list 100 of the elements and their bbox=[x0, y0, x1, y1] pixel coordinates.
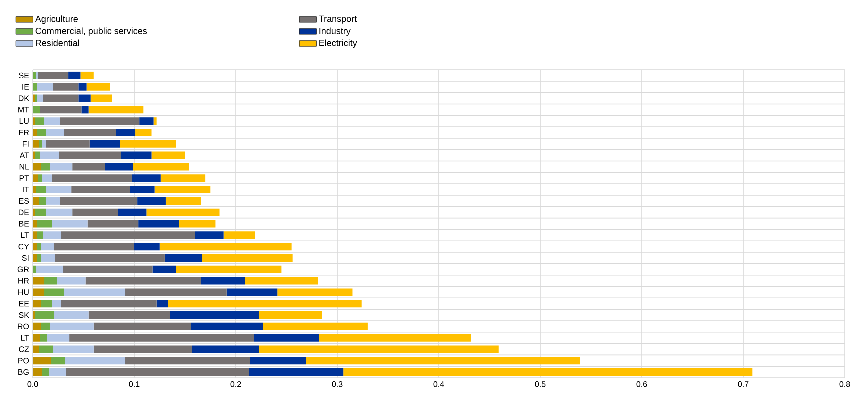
bar bbox=[63, 266, 153, 274]
y-tick-label: BG bbox=[18, 369, 29, 376]
bar bbox=[61, 300, 157, 308]
bar bbox=[41, 254, 56, 262]
bar bbox=[54, 243, 135, 251]
bar bbox=[33, 106, 40, 114]
y-tick-label: LT bbox=[21, 335, 30, 341]
bar bbox=[88, 312, 170, 320]
bar bbox=[160, 243, 292, 251]
y-tick-label: DK bbox=[19, 96, 30, 102]
bar bbox=[49, 368, 66, 376]
bar bbox=[249, 368, 344, 376]
bar bbox=[33, 322, 42, 330]
y-tick-label: LU bbox=[20, 118, 29, 124]
bar bbox=[39, 140, 42, 148]
bar bbox=[164, 254, 203, 262]
bar bbox=[64, 288, 126, 296]
bar bbox=[134, 243, 160, 251]
bar bbox=[86, 277, 202, 285]
bar bbox=[82, 106, 89, 114]
bar bbox=[168, 300, 362, 308]
x-tick-label: 0.8 bbox=[840, 382, 850, 388]
bar bbox=[90, 94, 112, 102]
bar bbox=[72, 163, 106, 171]
y-tick-label: NL bbox=[20, 164, 30, 170]
bar bbox=[191, 322, 264, 330]
bar bbox=[46, 140, 90, 148]
y-tick-label: FR bbox=[19, 130, 30, 136]
x-tick-label: 0.2 bbox=[230, 382, 242, 388]
bar bbox=[259, 346, 499, 354]
bar bbox=[37, 232, 44, 240]
y-tick-label: GR bbox=[18, 266, 30, 272]
y-tick-label: SK bbox=[19, 312, 30, 318]
x-tick-label: 0.5 bbox=[535, 382, 546, 388]
bar bbox=[41, 322, 50, 330]
bar bbox=[60, 197, 138, 205]
bar bbox=[51, 357, 66, 365]
bar bbox=[37, 243, 42, 251]
y-tick-label: PO bbox=[18, 358, 30, 364]
bar bbox=[105, 163, 134, 171]
bar bbox=[192, 346, 260, 354]
bar bbox=[138, 220, 180, 228]
bar bbox=[46, 208, 73, 216]
bar bbox=[60, 118, 140, 126]
bar bbox=[154, 186, 211, 194]
bar bbox=[46, 128, 64, 136]
bar bbox=[35, 152, 40, 160]
bar bbox=[152, 266, 176, 274]
bar bbox=[50, 322, 94, 330]
y-tick-label: ES bbox=[19, 198, 30, 204]
bar bbox=[40, 152, 60, 160]
y-tick-label: RO bbox=[18, 324, 30, 330]
x-tick-label: 0.4 bbox=[434, 382, 444, 388]
bar bbox=[94, 346, 192, 354]
bar bbox=[65, 357, 126, 365]
bar bbox=[53, 83, 79, 91]
legend-label: Industry bbox=[320, 28, 351, 36]
bar bbox=[43, 232, 62, 240]
bar bbox=[201, 277, 246, 285]
bar bbox=[33, 254, 38, 262]
y-tick-label: SI bbox=[22, 255, 29, 262]
bar bbox=[33, 334, 40, 342]
bar bbox=[176, 266, 282, 274]
bar bbox=[160, 174, 206, 182]
bar bbox=[154, 118, 157, 126]
bar bbox=[33, 140, 40, 148]
bar bbox=[35, 312, 54, 320]
bar bbox=[39, 197, 46, 205]
bar bbox=[50, 163, 73, 171]
bar bbox=[35, 118, 44, 126]
bar bbox=[116, 128, 136, 136]
bar bbox=[344, 368, 753, 376]
y-tick-label: CZ bbox=[19, 346, 30, 352]
y-tick-label: IE bbox=[22, 84, 30, 90]
bar bbox=[86, 83, 110, 91]
bar bbox=[46, 197, 60, 205]
y-tick-label: IT bbox=[23, 187, 30, 193]
bar bbox=[55, 254, 165, 262]
bar bbox=[33, 163, 42, 171]
bar bbox=[36, 186, 46, 194]
bar bbox=[37, 94, 44, 102]
y-tick-label: HU bbox=[18, 290, 29, 296]
bar bbox=[68, 72, 81, 80]
y-tick-label: EE bbox=[19, 301, 30, 307]
bar bbox=[64, 128, 116, 136]
legend-label: Residential bbox=[36, 40, 80, 46]
bar bbox=[35, 208, 46, 216]
bar bbox=[133, 163, 190, 171]
bar bbox=[38, 174, 42, 182]
bar bbox=[245, 277, 318, 285]
bar bbox=[41, 300, 52, 308]
bar bbox=[41, 163, 50, 171]
bar bbox=[44, 277, 58, 285]
bar bbox=[259, 312, 322, 320]
bar bbox=[33, 277, 44, 285]
y-tick-label: AT bbox=[20, 152, 30, 158]
bar bbox=[80, 72, 94, 80]
bar bbox=[70, 334, 254, 342]
bar bbox=[140, 118, 154, 126]
legend-label: Commercial, public services bbox=[36, 28, 148, 36]
